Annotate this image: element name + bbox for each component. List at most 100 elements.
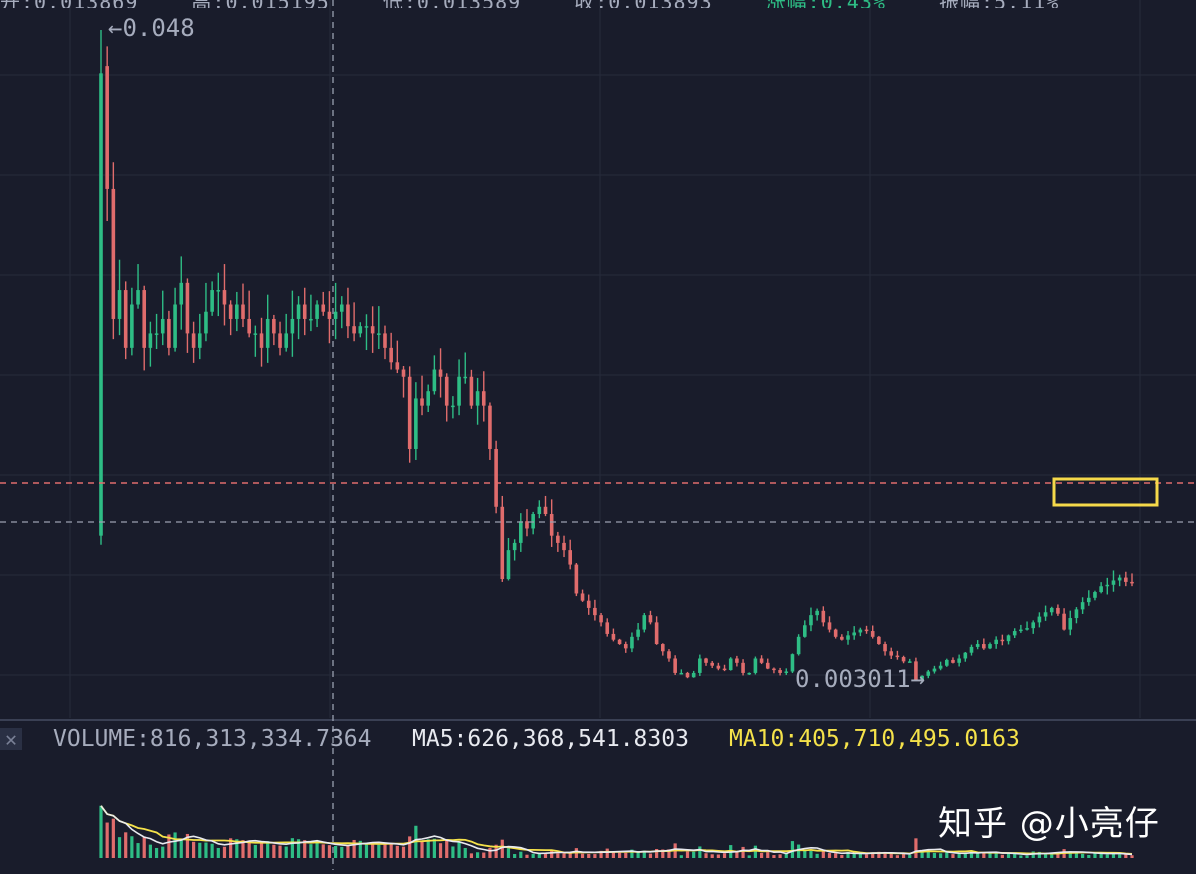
volume-bar [210, 843, 214, 858]
candle-body [197, 333, 202, 348]
volume-bar [105, 822, 109, 858]
volume-bar [1124, 854, 1128, 858]
candle-body [1062, 613, 1066, 630]
volume-bar [685, 851, 690, 858]
candle-body [241, 304, 245, 319]
volume-bar [537, 852, 541, 858]
volume-bar [488, 847, 492, 858]
candle-body [130, 304, 134, 348]
volume-bar [272, 844, 276, 858]
volume-bar [753, 845, 758, 858]
volume-bar [871, 852, 875, 858]
volume-bar [1019, 855, 1023, 858]
candle-body [1043, 612, 1048, 617]
volume-bar [130, 836, 134, 858]
candle-body [500, 506, 505, 580]
candle-body [185, 282, 190, 334]
volume-bar [432, 838, 436, 858]
candle-body [327, 311, 332, 319]
volume-bar [506, 848, 511, 858]
candle-body [926, 671, 931, 676]
volume-bar [117, 837, 122, 858]
volume-bar [741, 846, 745, 858]
candle-body [661, 644, 665, 652]
amplitude-value: 振幅:5.11% [939, 0, 1059, 8]
volume-bar [124, 832, 128, 858]
candle-body [1056, 607, 1060, 614]
candle-body [457, 376, 461, 406]
volume-bar [278, 845, 282, 858]
volume-bar [1130, 855, 1134, 858]
volume-bar [1043, 853, 1048, 858]
volume-bar [1099, 852, 1103, 858]
volume-bar [377, 844, 381, 858]
candle-body [173, 304, 177, 348]
candle-body [370, 326, 375, 334]
volume-bar [667, 849, 671, 858]
candle-body [778, 670, 782, 673]
candle-body [469, 376, 474, 406]
close-value: 收:0.013893 [574, 0, 712, 8]
candle-body [315, 304, 319, 319]
candle-body [679, 672, 684, 675]
candle-body [1124, 577, 1128, 582]
candle-body [741, 662, 745, 673]
volume-bar [475, 852, 480, 858]
candle-body [673, 658, 677, 673]
volume-bar [364, 843, 369, 858]
volume-bar [821, 851, 825, 858]
candle-body [210, 290, 214, 312]
candle-body [438, 369, 443, 377]
candle-body [722, 668, 727, 671]
volume-bar [111, 818, 115, 858]
volume-bar [858, 853, 862, 858]
candle-body [574, 564, 579, 594]
candle-body [914, 661, 918, 680]
highlight-box [1052, 477, 1159, 507]
candle-body [907, 661, 912, 663]
volume-bar [1013, 854, 1017, 858]
volume-bar [525, 854, 529, 858]
candle-body [1074, 609, 1079, 619]
volume-bar [747, 855, 751, 858]
candle-body [877, 636, 881, 645]
candle-body [1049, 607, 1054, 613]
candle-body [377, 333, 381, 335]
volume-bar [895, 855, 900, 858]
candle-body [580, 593, 585, 601]
volume-bar [797, 844, 801, 858]
candle-body [975, 644, 980, 647]
candle-body [302, 304, 307, 319]
candle-body [154, 333, 159, 335]
candle-body [99, 73, 103, 536]
volume-bar [969, 850, 974, 858]
candle-body [1031, 622, 1036, 629]
volume-bar [1081, 853, 1085, 858]
close-icon[interactable]: ✕ [0, 728, 22, 750]
candle-body [420, 398, 424, 406]
volume-bar [568, 851, 572, 858]
volume-bar [556, 853, 560, 858]
volume-bar [99, 805, 103, 858]
volume-bar [562, 853, 566, 858]
volume-bar [352, 839, 356, 858]
volume-bar [735, 851, 739, 858]
candle-body [1012, 631, 1017, 636]
candle-body [605, 622, 610, 634]
candle-body [426, 391, 431, 406]
candle-body [932, 668, 937, 672]
candle-body [333, 311, 338, 319]
candle-body [642, 615, 647, 630]
volume-bar [815, 853, 819, 858]
candle-body [123, 290, 128, 348]
volume-bar [648, 853, 653, 858]
candle-body [259, 333, 264, 348]
candle-body [617, 639, 622, 645]
volume-bar [445, 839, 449, 858]
candle-body [556, 535, 560, 543]
candle-body [728, 658, 733, 671]
candle-body [284, 333, 289, 348]
volume-bar [371, 842, 375, 858]
